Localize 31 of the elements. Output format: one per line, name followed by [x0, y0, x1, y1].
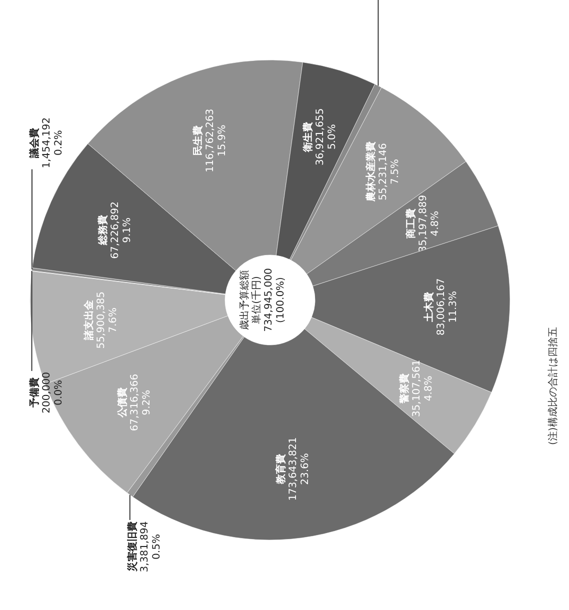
- slice-label: 警察費: [398, 373, 410, 404]
- data-label: 173,643,821 23.6%: [288, 437, 312, 501]
- data-label: 1,454,192 0.2%: [41, 117, 64, 168]
- slice-label: 商工費: [404, 208, 417, 240]
- slice-label: 衛生費: [302, 122, 314, 153]
- slice-label: 予備費: [28, 378, 40, 409]
- text: 歳出予算総額: [238, 270, 250, 330]
- data-label: 55,231,146 7.5%: [378, 143, 401, 200]
- data-label: 3,381,894 0.5%: [139, 521, 162, 572]
- data-label: 67,316,366 9.2%: [129, 374, 152, 432]
- text: (100.0%): [276, 276, 286, 323]
- data-label: 55,900,385 7.6%: [96, 292, 120, 349]
- data-label: 35,107,561 4.8%: [411, 360, 434, 418]
- text: 単位(千円): [250, 276, 262, 324]
- slice-label: 災害復旧費: [126, 522, 138, 573]
- slice-label: 民生費: [192, 126, 204, 156]
- slice-label: 農林水産業費: [364, 142, 377, 203]
- data-label: 67,226,892 9.1%: [110, 202, 133, 259]
- data-label: 36,921,655 5.0%: [315, 108, 338, 166]
- slice-label: 公債費: [116, 388, 128, 419]
- text: 734,945,000: [264, 268, 274, 332]
- slice-label: 総務費: [96, 215, 109, 246]
- slice-label: 諸支出金: [83, 299, 96, 342]
- slice-label: 土木費: [422, 292, 435, 323]
- slice-label: 教育費: [275, 454, 288, 485]
- text: (注)構成比の合計は四捨五: [547, 327, 559, 445]
- slice-label: 議会費: [28, 128, 40, 159]
- data-label: 116,762,263 15.9%: [205, 108, 228, 172]
- data-label: 35,197,889 4.8%: [418, 194, 441, 252]
- data-label: 200,000 0.0%: [41, 372, 64, 414]
- data-label: 83,006,167 11.3%: [436, 278, 459, 336]
